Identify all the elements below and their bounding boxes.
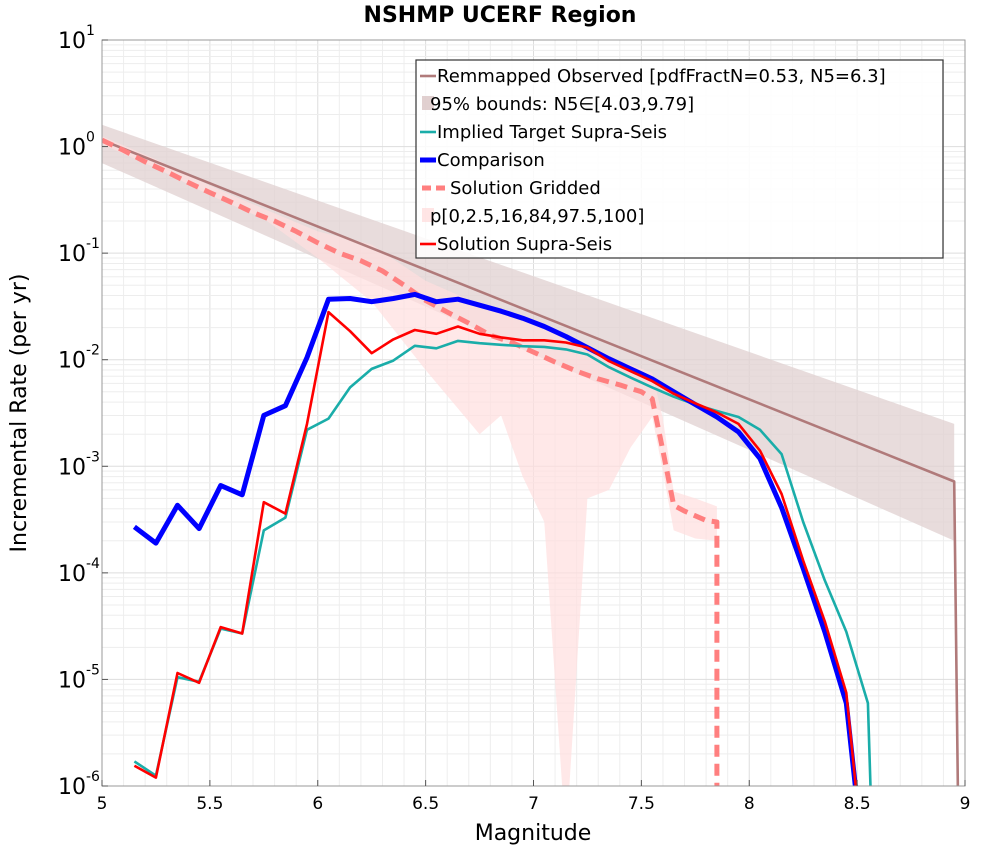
series-line-solution — [133, 310, 858, 786]
band-percentiles — [102, 136, 717, 786]
x-tick-label: 6 — [312, 794, 323, 814]
legend-label: Solution Gridded — [450, 178, 601, 199]
x-tick-label: 7.5 — [628, 794, 655, 814]
chart-title: NSHMP UCERF Region — [364, 3, 637, 28]
legend-label: Remmapped Observed [pdfFractN=0.53, N5=6… — [437, 66, 886, 87]
legend: Remmapped Observed [pdfFractN=0.53, N5=6… — [415, 59, 944, 259]
series-line-implied — [133, 339, 872, 786]
legend-label: p[0,2.5,16,84,97.5,100] — [430, 206, 644, 227]
legend-box — [415, 59, 944, 259]
legend-label: Implied Target Supra-Seis — [437, 122, 667, 143]
series-line-comparison — [132, 291, 858, 786]
legend-label: 95% bounds: N5∈[4.03,9.79] — [430, 94, 694, 115]
legend-label: Comparison — [437, 150, 545, 171]
legend-swatch — [422, 96, 434, 110]
legend-label: Solution Supra-Seis — [437, 234, 612, 255]
x-tick-label: 5 — [97, 794, 108, 814]
legend-swatch — [422, 208, 434, 222]
y-axis-label: Incremental Rate (per yr) — [7, 274, 32, 553]
series-line-remmapped — [102, 138, 960, 786]
y-tick-label: 10-6 — [58, 769, 100, 800]
x-tick-label: 8.5 — [844, 794, 871, 814]
x-tick-label: 6.5 — [412, 794, 439, 814]
series-line-solution — [102, 137, 720, 786]
x-tick-label: 8 — [744, 794, 755, 814]
y-tick-label: 10-4 — [58, 556, 100, 587]
series-lines — [102, 137, 960, 786]
y-tick-label: 10-1 — [58, 236, 100, 267]
x-tick-label: 7 — [528, 794, 539, 814]
x-axis-label: Magnitude — [475, 821, 592, 846]
x-tick-label: 9 — [960, 794, 971, 814]
x-tick-label: 5.5 — [196, 794, 223, 814]
